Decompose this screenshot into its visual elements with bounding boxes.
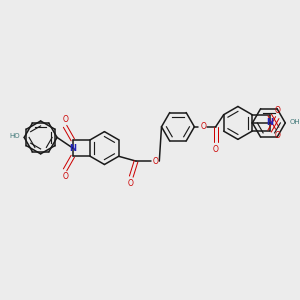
Text: OH: OH	[290, 119, 300, 125]
Text: O: O	[128, 179, 133, 188]
Text: O: O	[62, 172, 68, 181]
Text: N: N	[266, 118, 273, 127]
Text: O: O	[200, 122, 206, 131]
Text: O: O	[213, 145, 219, 154]
Text: O: O	[274, 130, 280, 140]
Text: HO: HO	[10, 134, 20, 140]
Text: N: N	[69, 144, 76, 153]
Text: O: O	[62, 115, 68, 124]
Text: O: O	[152, 157, 158, 166]
Text: O: O	[274, 106, 280, 115]
